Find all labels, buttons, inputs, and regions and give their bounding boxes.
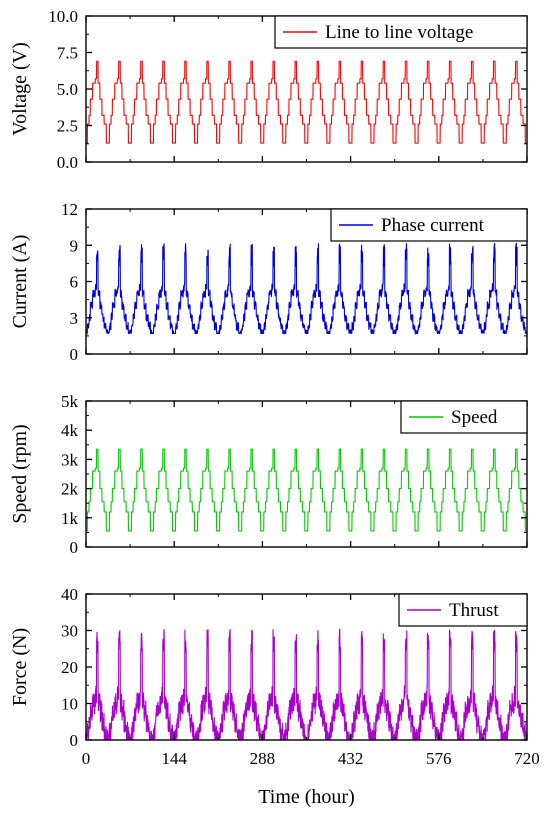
y-tick-label: 5.0 [57,80,78,99]
x-axis-title: Time (hour) [258,786,354,808]
x-tick-label: 720 [514,749,540,768]
legend: Line to line voltage [274,15,528,49]
series-line-2 [85,242,528,336]
legend: Thrust [398,593,528,627]
y-axis-title: Speed (rpm) [9,424,31,523]
y-tick-label: 5k [61,392,79,411]
legend: Speed [400,400,528,434]
y-tick-label: 0 [70,345,79,364]
chart-panel-3: 0 1k 2k 3k 4k 5k Speed (rpm) Speed [9,392,528,557]
y-axis-title: Current (A) [9,235,31,329]
y-tick-label: 7.5 [57,44,78,63]
y-tick-label: 30 [61,622,78,641]
x-tick-label: 288 [250,749,276,768]
y-tick-label: 2k [61,480,79,499]
y-tick-label: 1k [61,509,79,528]
x-tick-label: 0 [82,749,91,768]
chart-panel-4: 0 10 20 30 40 0 144 288 432 576 720 Force (N) Time (… [9,585,540,808]
y-tick-label: 20 [61,658,78,677]
y-tick-label: 40 [61,585,78,604]
chart-panel-1: 0.0 2.5 5.0 7.5 10.0 Voltage (V) Line to line … [9,7,528,172]
y-tick-label: 10.0 [48,7,78,26]
y-tick-label: 12 [61,200,78,219]
x-tick-label: 576 [426,749,452,768]
legend-label: Phase current [381,215,485,236]
x-tick-label: 144 [161,749,187,768]
y-axis-title: Voltage (V) [9,42,31,136]
y-tick-label: 10 [61,695,78,714]
y-tick-label: 3k [61,450,79,469]
y-tick-label: 0 [70,731,79,750]
legend: Phase current [330,208,528,242]
y-tick-label: 9 [70,236,79,255]
legend-box [330,208,528,242]
series-line-3 [86,448,527,532]
y-tick-label: 0 [70,538,79,557]
y-tick-label: 2.5 [57,117,78,136]
y-tick-label: 3 [70,309,79,328]
legend-label: Line to line voltage [325,22,473,43]
chart-panel-2: 0 3 6 9 12 Current (A) Phase current [9,200,528,364]
y-tick-label: 4k [61,421,79,440]
y-tick-label: 6 [70,273,79,292]
y-axis-title: Force (N) [9,628,31,706]
legend-label: Speed [451,407,498,428]
series-line-1 [86,60,527,144]
series-line-4 [85,628,528,742]
legend-label: Thrust [449,600,499,621]
y-tick-label: 0.0 [57,153,78,172]
x-tick-label: 432 [338,749,364,768]
